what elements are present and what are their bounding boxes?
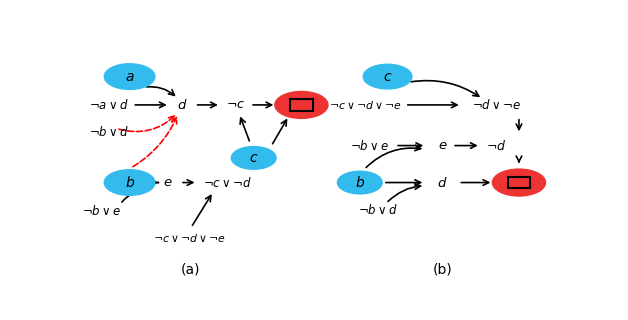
Bar — [507, 177, 531, 188]
Text: $d$: $d$ — [437, 176, 448, 189]
Circle shape — [275, 92, 328, 118]
Circle shape — [231, 147, 276, 169]
Circle shape — [363, 64, 412, 89]
Text: $\neg b \vee e$: $\neg b \vee e$ — [82, 204, 121, 218]
Text: $\neg a \vee d$: $\neg a \vee d$ — [89, 98, 129, 112]
Text: $\neg b \vee d$: $\neg b \vee d$ — [89, 125, 129, 139]
Text: $\neg c \vee \neg d \vee \neg e$: $\neg c \vee \neg d \vee \neg e$ — [329, 99, 402, 111]
Text: (a): (a) — [181, 262, 200, 276]
Text: $d$: $d$ — [177, 98, 187, 112]
Circle shape — [337, 171, 382, 194]
Text: $c$: $c$ — [383, 69, 392, 84]
Text: $e$: $e$ — [163, 176, 172, 189]
Text: $\neg b \vee e$: $\neg b \vee e$ — [350, 139, 389, 153]
Circle shape — [104, 64, 155, 89]
Circle shape — [492, 169, 546, 196]
Text: $b$: $b$ — [124, 175, 134, 190]
Text: $a$: $a$ — [125, 69, 134, 84]
Text: $c$: $c$ — [249, 151, 259, 165]
Text: $\neg d$: $\neg d$ — [486, 139, 506, 153]
Text: $b$: $b$ — [355, 175, 365, 190]
Text: $e$: $e$ — [438, 139, 447, 152]
Text: $\neg b \vee d$: $\neg b \vee d$ — [358, 203, 398, 217]
Text: $\neg d \vee \neg e$: $\neg d \vee \neg e$ — [472, 98, 521, 112]
Circle shape — [104, 170, 155, 195]
Bar — [290, 99, 313, 111]
Text: $\neg c$: $\neg c$ — [225, 99, 245, 111]
Text: (b): (b) — [433, 262, 452, 276]
Text: $\neg c \vee \neg d$: $\neg c \vee \neg d$ — [202, 176, 251, 189]
Text: $\neg c \vee \neg d \vee \neg e$: $\neg c \vee \neg d \vee \neg e$ — [153, 232, 226, 244]
